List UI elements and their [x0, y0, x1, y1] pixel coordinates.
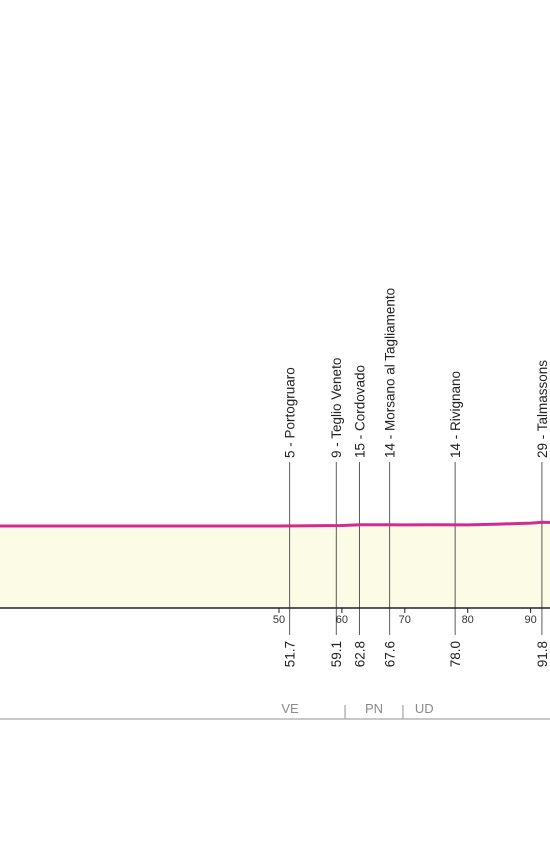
x-axis-ticks: 5060708090100110120130: [273, 608, 537, 626]
location-label: 9 - Teglio Veneto: [329, 358, 344, 458]
region-label: UD: [415, 701, 434, 716]
x-tick-label: 80: [462, 614, 474, 626]
elevation-area-fill: [0, 522, 550, 608]
km-label: 51.7: [283, 641, 298, 667]
x-tick-label: 50: [273, 614, 285, 626]
location-marker-lines: [289, 462, 543, 635]
x-tick-label: 60: [336, 614, 348, 626]
region-label: PN: [365, 701, 383, 716]
km-label: 78.0: [448, 641, 463, 667]
location-label: 14 - Morsano al Tagliamento: [383, 288, 398, 458]
location-label: 14 - Rivignano: [448, 371, 463, 458]
elevation-profile-line: [0, 520, 550, 528]
km-label: 67.6: [383, 641, 398, 667]
region-label: VE: [281, 701, 299, 716]
km-label: 59.1: [329, 641, 344, 667]
x-tick-label: 90: [524, 614, 536, 626]
x-tick-label: 70: [399, 614, 411, 626]
location-label: 5 - Portogruaro: [283, 367, 298, 458]
region-bar: VEPNUDGO: [0, 701, 550, 720]
km-labels: 51.759.162.867.678.091.898.1102.9108.011…: [283, 641, 550, 667]
km-label: 62.8: [353, 641, 368, 667]
km-label: 91.8: [535, 641, 550, 667]
location-label: 29 - Talmassons: [535, 360, 550, 458]
location-label: 15 - Cordovado: [353, 365, 368, 458]
location-labels: 5 - Portogruaro 9 - Teglio Veneto 15 - Cor…: [283, 288, 550, 458]
